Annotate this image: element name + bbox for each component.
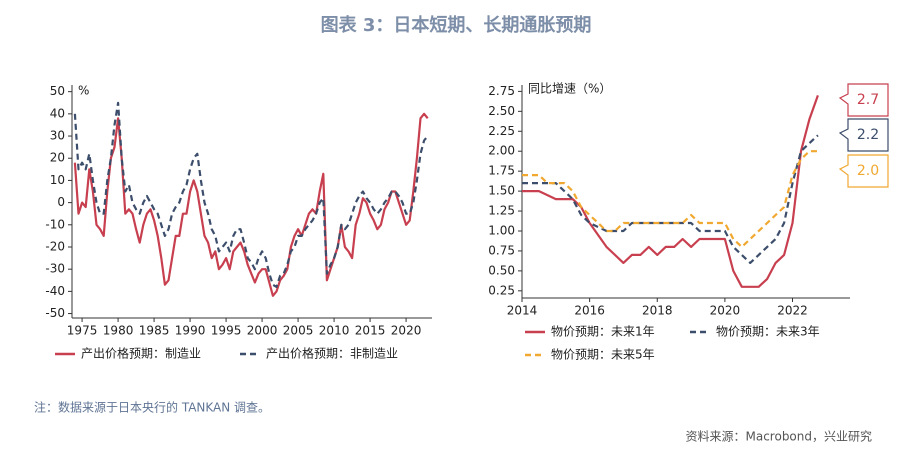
y-tick-label: 1.75 (488, 164, 515, 178)
y-tick-label: -20 (45, 239, 65, 253)
x-tick-label: 2010 (319, 324, 350, 338)
x-tick-label: 2016 (574, 304, 605, 318)
y-axis-label: 同比增速（%） (528, 82, 611, 96)
y-tick-label: 50 (50, 84, 65, 98)
series-line (73, 101, 429, 288)
y-tick-label: -10 (45, 217, 65, 231)
x-tick-label: 2018 (642, 304, 673, 318)
x-tick-label: 2020 (391, 324, 422, 338)
y-tick-label: 2.25 (488, 124, 515, 138)
y-tick-label: 0 (57, 195, 65, 209)
series-line (73, 112, 429, 297)
x-tick-label: 2022 (777, 304, 808, 318)
x-tick-label: 1995 (211, 324, 242, 338)
callout-box (838, 83, 889, 117)
x-tick-label: 1990 (175, 324, 206, 338)
series-line (522, 134, 819, 264)
y-tick-label: -50 (45, 306, 65, 320)
y-tick-label: 40 (50, 106, 65, 120)
value-label: 2.2 (857, 127, 879, 143)
y-tick-label: 30 (50, 129, 65, 143)
y-axis-label: % (78, 84, 89, 98)
x-tick-label: 2015 (355, 324, 386, 338)
y-tick-label: 2.00 (488, 144, 515, 158)
source: 资料来源：Macrobond，兴业研究 (686, 429, 873, 444)
figure-title: 图表 3：日本短期、长期通胀预期 (321, 14, 592, 36)
value-label: 2.0 (857, 163, 879, 179)
note: 注：数据来源于日本央行的 TANKAN 调查。 (34, 400, 270, 415)
y-tick-label: 2.75 (488, 84, 515, 98)
series-line (522, 150, 818, 248)
x-tick-label: 2020 (710, 304, 741, 318)
y-tick-label: 1.00 (488, 223, 515, 237)
x-tick-label: 1975 (67, 324, 98, 338)
y-tick-label: 10 (50, 173, 65, 187)
callout-box (838, 118, 889, 152)
x-tick-label: 1980 (103, 324, 134, 338)
y-tick-label: 20 (50, 151, 65, 165)
series-line (522, 95, 819, 288)
y-tick-label: 2.50 (488, 104, 515, 118)
callout-box (838, 154, 889, 188)
y-tick-label: -40 (45, 284, 65, 298)
x-tick-label: 1985 (139, 324, 170, 338)
value-label: 2.7 (857, 92, 879, 108)
legend-label: 物价预期：未来1年 (551, 325, 655, 339)
y-tick-label: 0.75 (488, 243, 515, 257)
y-tick-label: 1.25 (488, 204, 515, 218)
legend-label: 产出价格预期：制造业 (81, 346, 201, 361)
y-tick-label: 0.50 (488, 263, 515, 277)
legend-label: 物价预期：未来3年 (716, 325, 820, 339)
legend-label: 产出价格预期：非制造业 (266, 346, 398, 361)
y-tick-label: -30 (45, 262, 65, 276)
y-tick-label: 1.50 (488, 184, 515, 198)
x-tick-label: 2014 (507, 304, 538, 318)
x-tick-label: 2000 (247, 324, 278, 338)
y-tick-label: 0.25 (488, 283, 515, 297)
x-tick-label: 2005 (283, 324, 314, 338)
legend-label: 物价预期：未来5年 (551, 348, 655, 362)
